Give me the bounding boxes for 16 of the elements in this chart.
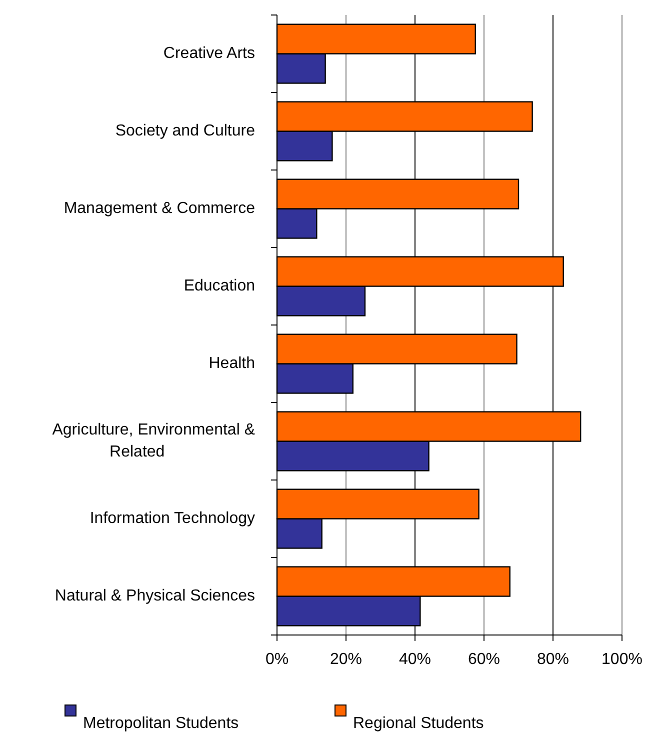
y-tick-label: Management & Commerce bbox=[64, 200, 256, 217]
x-tick-label: 40% bbox=[398, 651, 432, 668]
x-tick-label: 20% bbox=[330, 651, 362, 668]
legend-label: Regional Students bbox=[353, 715, 484, 732]
y-tick-label: Society and Culture bbox=[115, 122, 256, 140]
legend-label: Metropolitan Students bbox=[83, 715, 239, 732]
x-tick-label: 80% bbox=[536, 651, 570, 668]
x-tick-label: 100% bbox=[602, 651, 642, 668]
y-tick-label: Education bbox=[184, 277, 255, 294]
x-tick-label: 0% bbox=[265, 651, 289, 668]
x-tick-label: 60% bbox=[468, 651, 500, 668]
y-tick-label: Agriculture, Environmental & Related bbox=[52, 421, 256, 460]
y-tick-label: Creative Arts bbox=[163, 44, 255, 62]
y-tick-label: Natural & Physical Sciences bbox=[54, 587, 255, 604]
y-tick-label: Health bbox=[208, 354, 255, 372]
y-tick-label: Information Technology bbox=[90, 510, 255, 527]
